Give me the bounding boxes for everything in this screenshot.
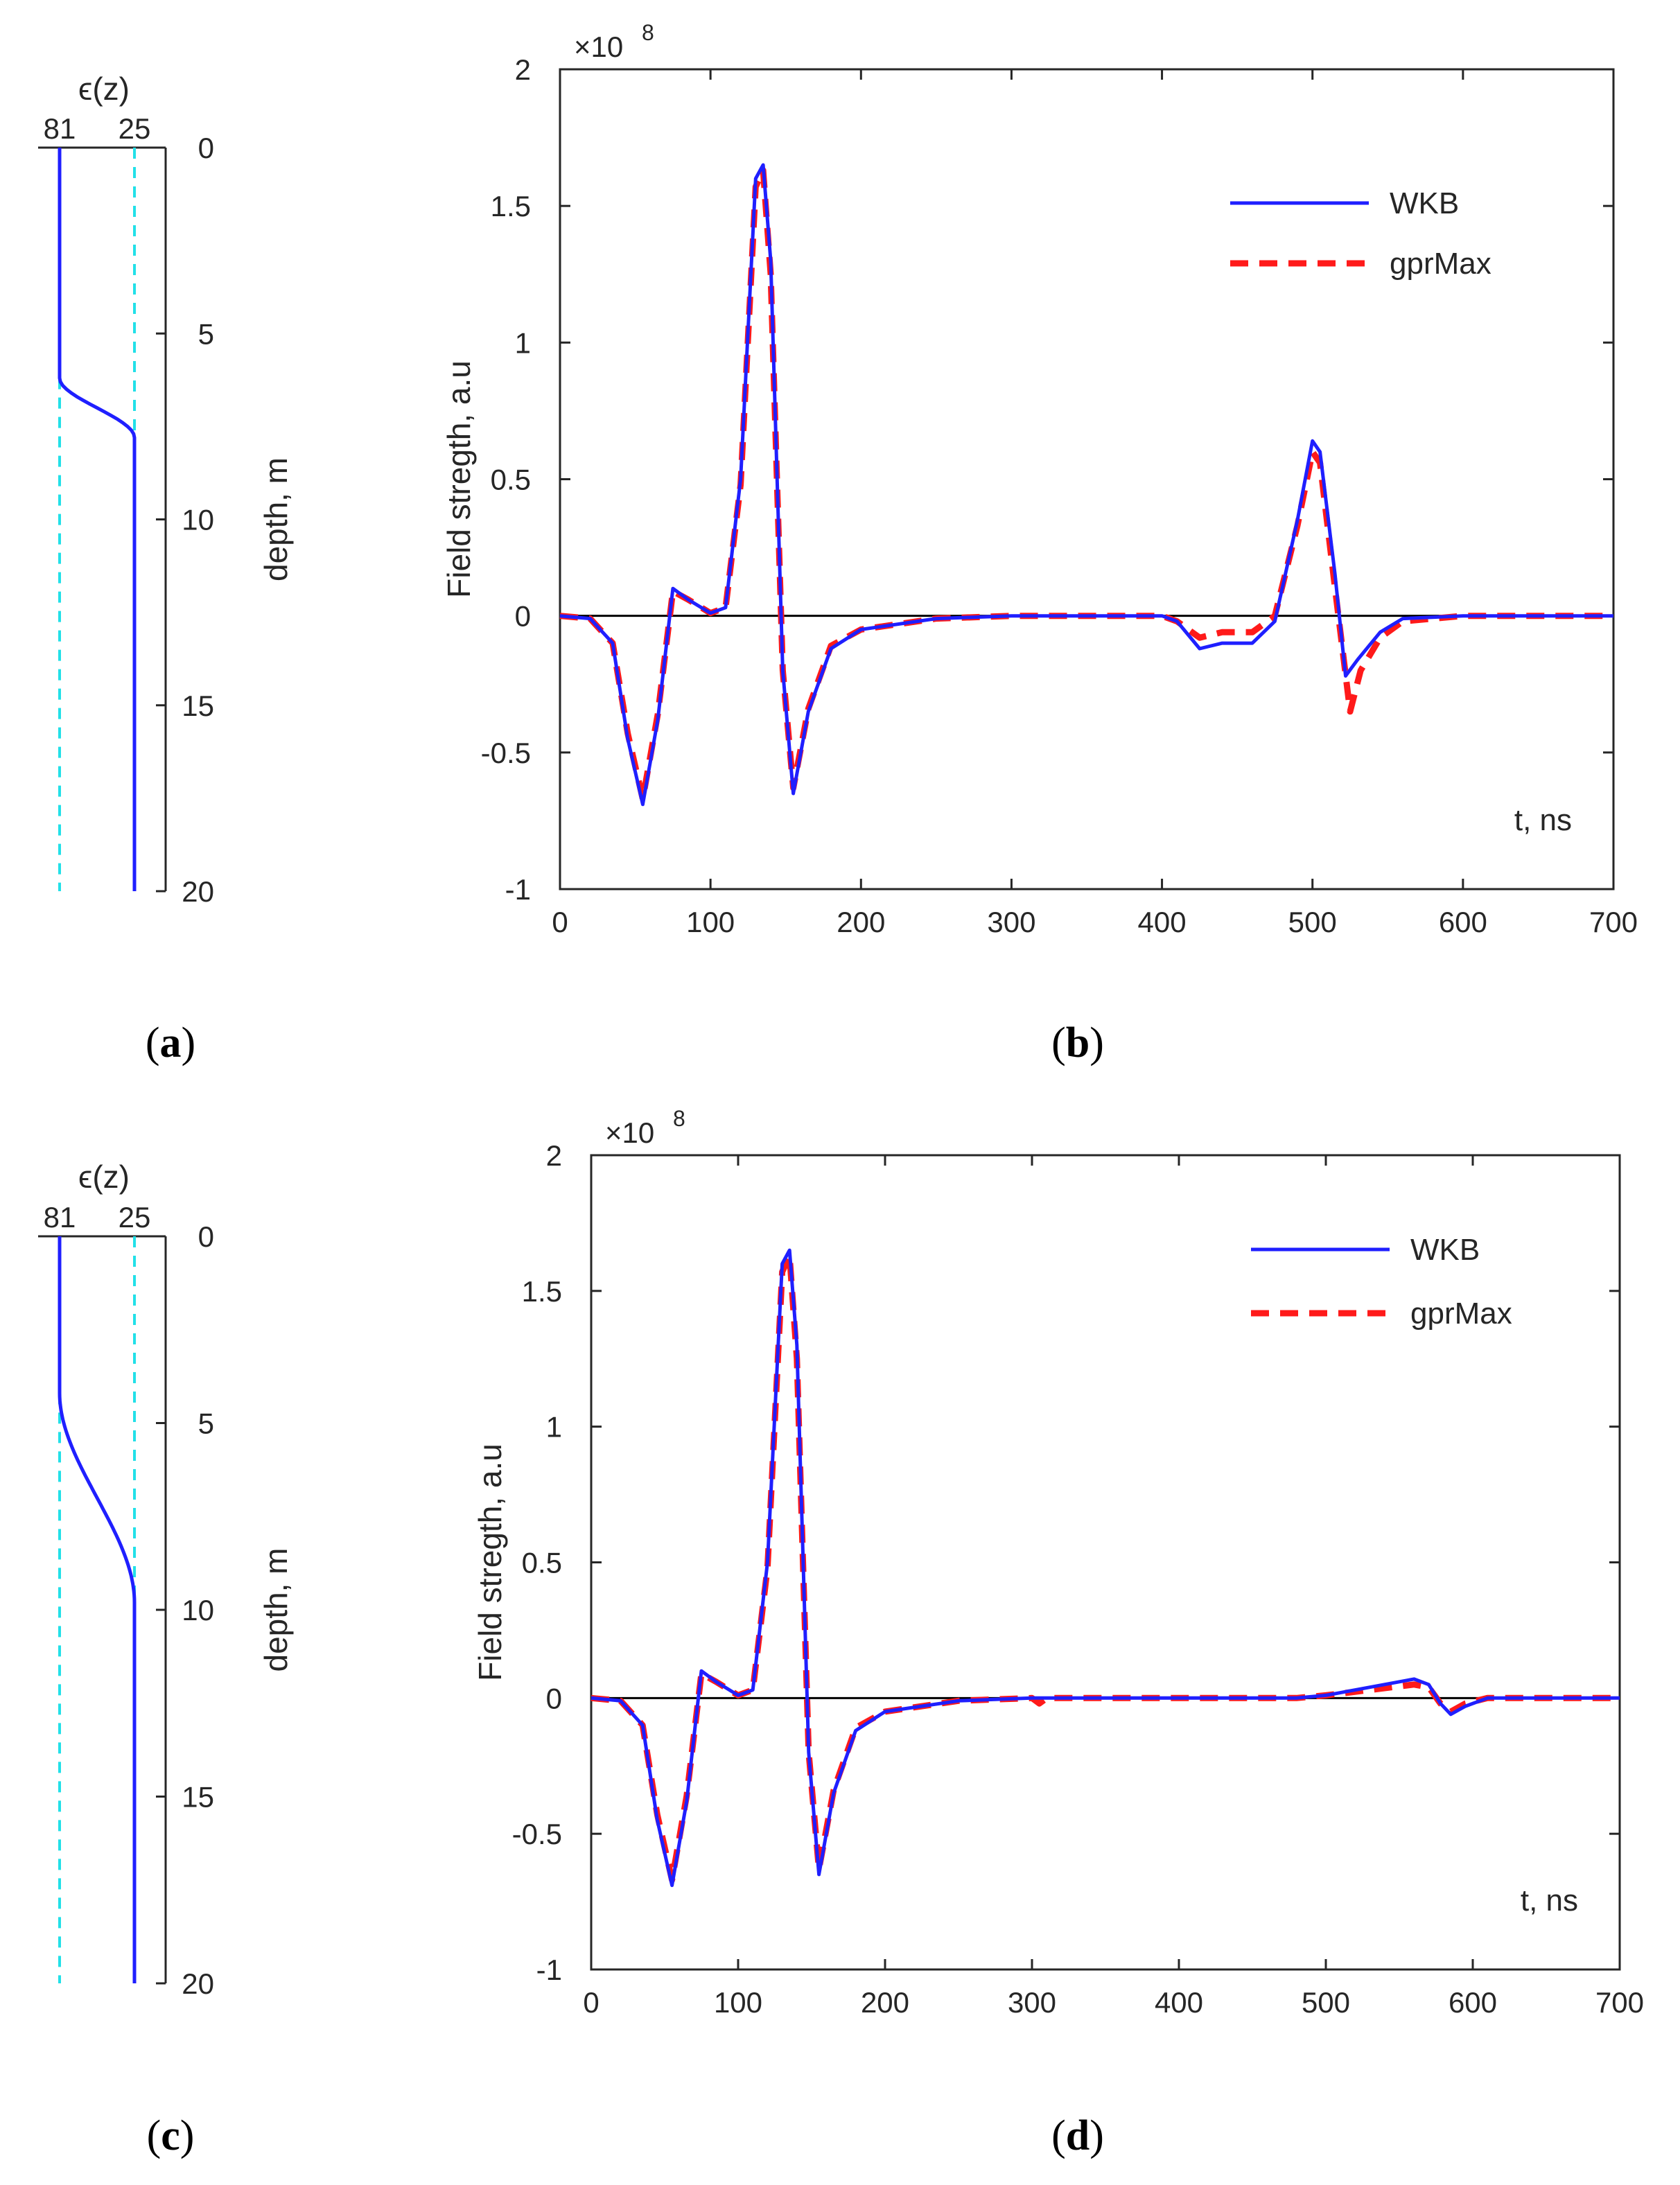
depth-tick-label: 5 (198, 317, 214, 350)
eps-label-right: 25 (119, 1201, 151, 1234)
x-tick-label: 600 (1439, 906, 1487, 938)
panel-label-c: (c) (147, 2112, 195, 2159)
x-tick-label: 0 (552, 906, 568, 938)
depth-axis-label: depth, m (258, 1548, 294, 1672)
panel-label-close: ) (1090, 2112, 1104, 2159)
depth-tick-label: 0 (198, 1220, 214, 1253)
panel-label-close: ) (182, 1019, 196, 1067)
y-tick-label: 1 (515, 326, 531, 359)
y-tick-label: 1.5 (491, 190, 531, 222)
x-tick-label: 200 (861, 1986, 909, 2019)
x-tick-label: 0 (583, 1986, 599, 2019)
panel-label-letter: a (160, 1019, 182, 1067)
y-tick-label: 0 (515, 600, 531, 633)
depth-tick-label: 0 (198, 132, 214, 164)
depth-tick-label: 10 (182, 1594, 214, 1626)
y-tick-label: 2 (515, 53, 531, 86)
profile-title: ϵ(z) (78, 71, 130, 107)
y-tick-label: -1 (505, 873, 531, 906)
legend-wkb-label: WKB (1390, 186, 1459, 220)
permittivity-profile-curve (58, 1236, 137, 1983)
eps-label-left: 81 (44, 1201, 76, 1234)
panel-label-letter: b (1066, 1019, 1090, 1067)
x-tick-label: 300 (987, 906, 1035, 938)
x-tick-label: 600 (1449, 1986, 1497, 2019)
panel-label-letter: d (1066, 2112, 1090, 2159)
x-tick-label: 700 (1589, 906, 1638, 938)
depth-tick-label: 15 (182, 1781, 214, 1814)
eps-label-right: 25 (119, 112, 151, 145)
panel-label-letter: c (161, 2112, 180, 2159)
x-tick-label: 300 (1008, 1986, 1056, 2019)
panel-label-a: (a) (146, 1019, 195, 1067)
legend-gprmax-label: gprMax (1390, 247, 1491, 281)
permittivity-profile-curve (58, 148, 137, 891)
x-tick-label: 700 (1595, 1986, 1644, 2019)
panel-label-d: (d) (1051, 2112, 1104, 2159)
depth-tick-label: 10 (182, 504, 214, 536)
x-tick-label: 500 (1288, 906, 1337, 938)
depth-tick-label: 15 (182, 690, 214, 722)
series-gprmax-line (559, 167, 1613, 802)
x-tick-label: 100 (714, 1986, 762, 2019)
y-tick-label: -0.5 (481, 737, 531, 769)
y-tick-label: 1.5 (522, 1275, 562, 1308)
legend-wkb-label: WKB (1410, 1233, 1480, 1267)
y-tick-label: -0.5 (512, 1818, 562, 1850)
panel-label-close: ) (1090, 1019, 1104, 1067)
exponent-label: ×10 (574, 30, 623, 63)
panel-label-open: ( (1051, 1019, 1066, 1067)
panel-label-open: ( (146, 1019, 160, 1067)
y-axis-label: Field stregth, a.u (441, 360, 477, 598)
x-tick-label: 400 (1138, 906, 1187, 938)
plot-area (559, 68, 1615, 890)
x-tick-label: 400 (1155, 1986, 1203, 2019)
panel-label-close: ) (180, 2112, 195, 2159)
panel-label-b: (b) (1051, 1019, 1104, 1067)
depth-tick-label: 20 (182, 1967, 214, 2000)
y-axis-label: Field stregth, a.u (472, 1443, 508, 1681)
depth-axis-label: depth, m (258, 457, 294, 581)
x-axis-label: t, ns (1521, 1884, 1578, 1918)
exponent-power: 8 (673, 1106, 685, 1131)
depth-tick-label: 5 (198, 1407, 214, 1440)
exponent-label: ×10 (605, 1116, 654, 1149)
depth-tick-label: 20 (182, 875, 214, 908)
y-tick-label: 1 (546, 1411, 562, 1443)
y-tick-label: 2 (546, 1139, 562, 1172)
x-tick-label: 200 (837, 906, 885, 938)
profile-title: ϵ(z) (78, 1159, 130, 1195)
x-tick-label: 100 (686, 906, 735, 938)
plot-area (590, 1154, 1621, 1971)
exponent-power: 8 (642, 20, 654, 45)
legend-gprmax-label: gprMax (1410, 1297, 1512, 1331)
x-tick-label: 500 (1302, 1986, 1350, 2019)
panel-label-open: ( (147, 2112, 161, 2159)
y-tick-label: 0 (546, 1682, 562, 1714)
y-tick-label: -1 (536, 1954, 562, 1986)
x-axis-label: t, ns (1514, 803, 1572, 837)
y-tick-label: 0.5 (522, 1547, 562, 1579)
eps-label-left: 81 (44, 112, 76, 145)
panel-label-open: ( (1051, 2112, 1066, 2159)
y-tick-label: 0.5 (491, 464, 531, 496)
series-wkb-line (590, 1248, 1620, 1888)
series-wkb-line (559, 163, 1613, 807)
